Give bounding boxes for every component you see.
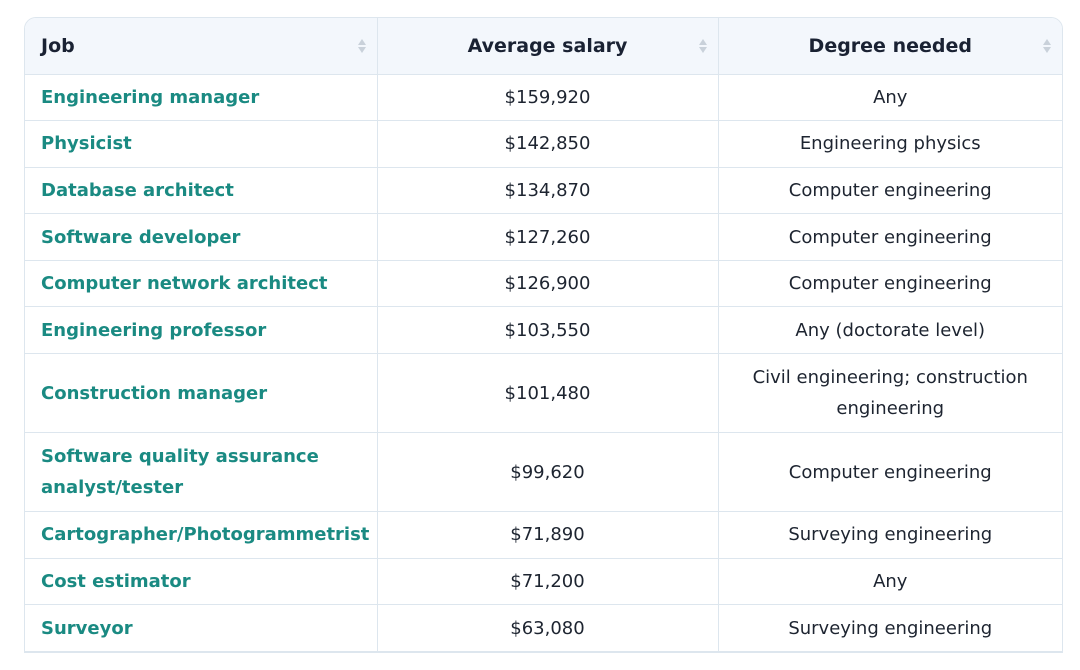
job-link[interactable]: Cartographer/Photogrammetrist [25, 511, 378, 559]
degree-cell: Computer engineering [718, 432, 1062, 513]
table-row: Physicist $142,850 Engineering physics [25, 120, 1062, 168]
table-row: Database architect $134,870 Computer eng… [25, 167, 1062, 215]
job-link[interactable]: Software quality assurance analyst/teste… [25, 432, 378, 513]
salary-cell: $159,920 [377, 74, 719, 122]
job-link[interactable]: Software developer [25, 213, 378, 261]
salary-cell: $101,480 [377, 353, 719, 434]
job-link[interactable]: Cost estimator [25, 558, 378, 606]
salary-cell: $134,870 [377, 167, 719, 215]
sort-icon[interactable] [698, 37, 708, 55]
table-row: Computer network architect $126,900 Comp… [25, 260, 1062, 308]
table-row: Cartographer/Photogrammetrist $71,890 Su… [25, 511, 1062, 559]
degree-cell: Engineering physics [718, 120, 1062, 168]
table-row: Software developer $127,260 Computer eng… [25, 213, 1062, 261]
table-row: Construction manager $101,480 Civil engi… [25, 353, 1062, 434]
sort-icon[interactable] [357, 37, 367, 55]
column-header-job-label: Job [41, 34, 75, 57]
table-row: Cost estimator $71,200 Any [25, 558, 1062, 606]
salary-table: Job Average salary Degree needed Enginee… [25, 18, 1062, 652]
column-header-salary-label: Average salary [467, 34, 628, 57]
salary-cell: $71,890 [377, 511, 719, 559]
degree-cell: Civil engineering; construction engineer… [718, 353, 1062, 434]
column-header-salary[interactable]: Average salary [377, 18, 719, 75]
salary-table-container: Job Average salary Degree needed Enginee… [24, 17, 1063, 653]
degree-cell: Surveying engineering [718, 511, 1062, 559]
job-link[interactable]: Physicist [25, 120, 378, 168]
column-header-job[interactable]: Job [25, 18, 378, 75]
salary-cell: $103,550 [377, 306, 719, 355]
degree-cell: Computer engineering [718, 167, 1062, 215]
salary-cell: $71,200 [377, 558, 719, 606]
table-row: Software quality assurance analyst/teste… [25, 432, 1062, 513]
job-link[interactable]: Engineering manager [25, 74, 378, 122]
table-row: Engineering professor $103,550 Any (doct… [25, 306, 1062, 355]
column-header-degree-label: Degree needed [808, 34, 972, 57]
job-link[interactable]: Surveyor [25, 604, 378, 652]
column-header-degree[interactable]: Degree needed [718, 18, 1062, 75]
job-link[interactable]: Engineering professor [25, 306, 378, 355]
table-header-row: Job Average salary Degree needed [25, 18, 1062, 75]
table-row: Surveyor $63,080 Surveying engineering [25, 604, 1062, 652]
salary-cell: $142,850 [377, 120, 719, 168]
salary-cell: $126,900 [377, 260, 719, 308]
degree-cell: Any [718, 74, 1062, 122]
degree-cell: Any (doctorate level) [718, 306, 1062, 355]
salary-cell: $99,620 [377, 432, 719, 513]
table-row: Engineering manager $159,920 Any [25, 74, 1062, 122]
degree-cell: Any [718, 558, 1062, 606]
sort-icon[interactable] [1042, 37, 1052, 55]
degree-cell: Computer engineering [718, 213, 1062, 261]
salary-cell: $127,260 [377, 213, 719, 261]
degree-cell: Surveying engineering [718, 604, 1062, 652]
job-link[interactable]: Construction manager [25, 353, 378, 434]
job-link[interactable]: Computer network architect [25, 260, 378, 308]
job-link[interactable]: Database architect [25, 167, 378, 215]
degree-cell: Computer engineering [718, 260, 1062, 308]
salary-cell: $63,080 [377, 604, 719, 652]
